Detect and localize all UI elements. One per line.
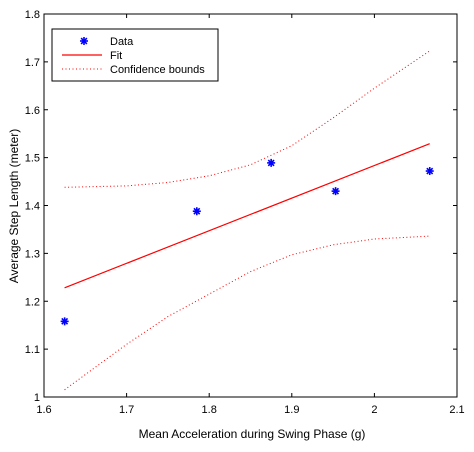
data-point — [331, 187, 340, 196]
x-tick-label: 1.8 — [202, 404, 217, 416]
y-tick-label: 1.7 — [25, 57, 40, 69]
y-tick-label: 1.5 — [25, 153, 40, 165]
confidence-bound-lower — [64, 235, 430, 391]
legend-label-fit: Fit — [110, 50, 122, 62]
y-tick-label: 1.1 — [25, 344, 40, 356]
fit-line — [64, 143, 430, 289]
y-axis-label: Average Step Length (meter) — [7, 129, 21, 284]
x-tick-label: 1.6 — [36, 404, 51, 416]
x-tick-label: 1.7 — [119, 404, 134, 416]
y-tick-label: 1.2 — [25, 296, 40, 308]
y-tick-label: 1 — [34, 392, 40, 404]
x-axis-label: Mean Acceleration during Swing Phase (g) — [139, 427, 366, 441]
data-point — [60, 317, 69, 326]
x-tick-label: 1.9 — [284, 404, 299, 416]
x-tick-label: 2.1 — [449, 404, 464, 416]
x-axis: 1.6 1.7 1.8 1.9 2 2.1 — [36, 14, 465, 416]
data-point — [425, 167, 434, 176]
y-tick-label: 1.3 — [25, 248, 40, 260]
y-tick-label: 1.4 — [25, 201, 40, 213]
data-point — [267, 158, 276, 167]
y-tick-label: 1.8 — [25, 9, 40, 21]
y-axis: 1 1.1 1.2 1.3 1.4 1.5 1.6 1.7 1.8 — [25, 9, 457, 404]
data-point — [192, 207, 201, 216]
y-tick-label: 1.6 — [25, 105, 40, 117]
x-tick-label: 2 — [371, 404, 377, 416]
legend-label-data: Data — [110, 36, 134, 48]
legend: Data Fit Confidence bounds — [51, 28, 219, 82]
legend-data-marker — [80, 37, 88, 45]
legend-label-confidence: Confidence bounds — [110, 64, 205, 76]
